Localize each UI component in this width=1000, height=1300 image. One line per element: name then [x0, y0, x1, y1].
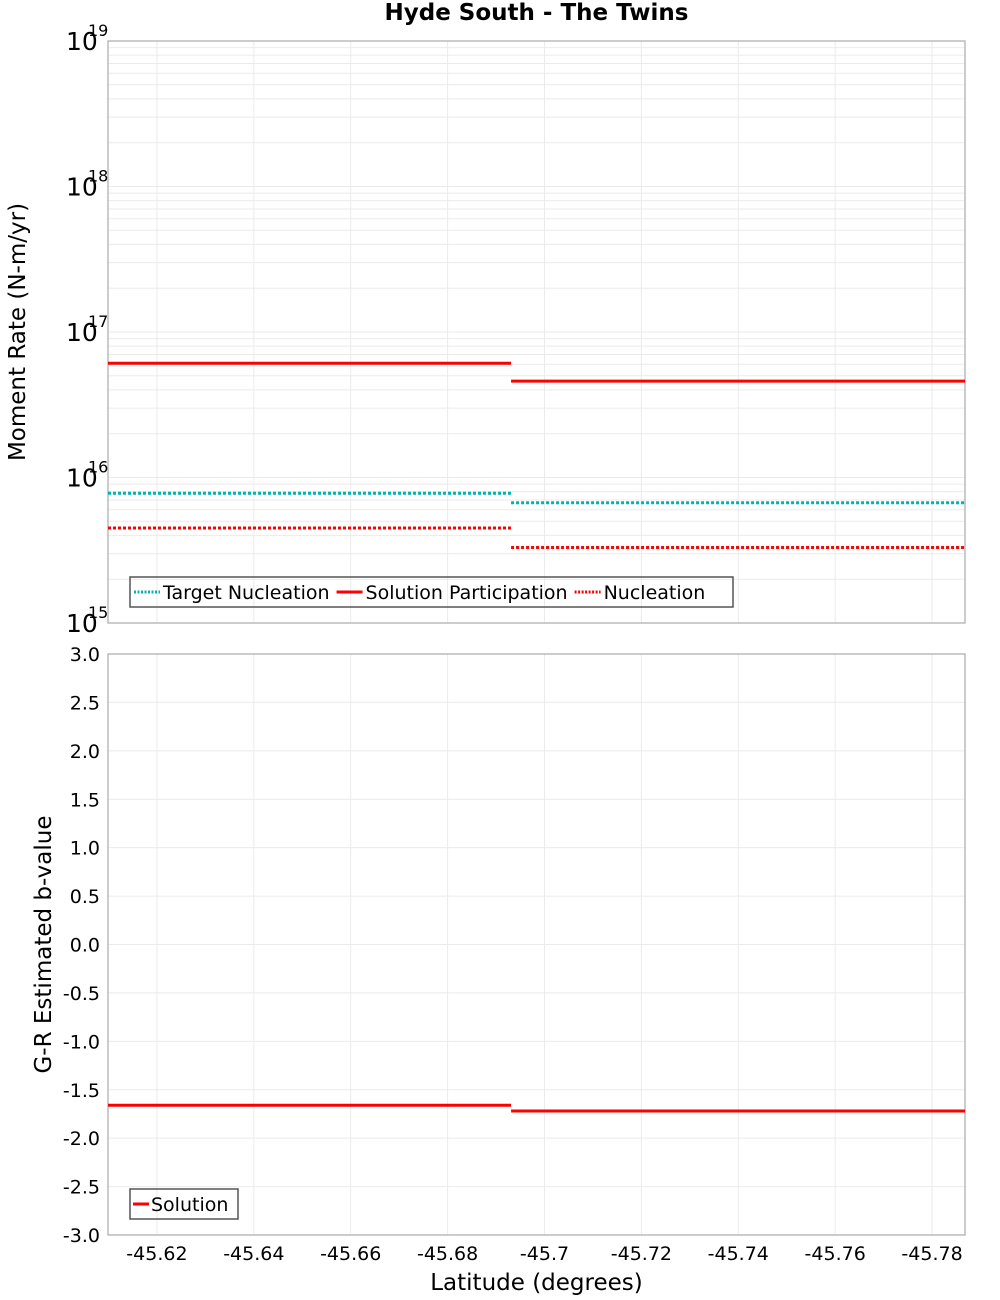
legend-box — [129, 1188, 239, 1220]
x-tick-label: -45.68 — [417, 1243, 478, 1265]
y-tick-label: 0.5 — [70, 886, 100, 908]
chart-title: Hyde South - The Twins — [384, 0, 689, 26]
y-tick-label: -0.5 — [63, 983, 100, 1005]
y-axis-label: Moment Rate (N-m/yr) — [5, 203, 31, 461]
y-axis-label: G-R Estimated b-value — [31, 815, 57, 1073]
svg-text:10: 10 — [66, 27, 98, 56]
svg-text:17: 17 — [88, 312, 108, 331]
legend-label: Nucleation — [604, 582, 706, 604]
x-tick-label: -45.78 — [901, 1243, 962, 1265]
svg-text:19: 19 — [88, 21, 108, 40]
legend-label: Solution Participation — [366, 582, 568, 604]
x-tick-label: -45.7 — [520, 1243, 569, 1265]
x-tick-label: -45.72 — [611, 1243, 672, 1265]
legend-label: Solution — [151, 1194, 228, 1216]
svg-text:10: 10 — [66, 318, 98, 347]
svg-text:15: 15 — [88, 603, 108, 622]
y-tick-label: 2.5 — [70, 692, 100, 714]
x-tick-label: -45.66 — [320, 1243, 381, 1265]
series-solution-participation — [108, 361, 965, 383]
y-tick-label: -1.5 — [63, 1080, 100, 1102]
y-tick-label: -2.0 — [63, 1128, 100, 1150]
series-nucleation — [108, 526, 965, 550]
y-tick-label: 3.0 — [70, 644, 100, 666]
legend-moment-rate: Target Nucleation Solution Participation N… — [129, 576, 734, 608]
x-axis-label: Latitude (degrees) — [430, 1270, 643, 1296]
plot-border — [107, 653, 966, 1236]
y-tick-label: 1.5 — [70, 789, 100, 811]
y-tick-label: 0.0 — [70, 935, 100, 957]
x-tick-label: -45.76 — [805, 1243, 866, 1265]
legend-box — [129, 576, 734, 608]
y-tick-label: -3.0 — [63, 1225, 100, 1247]
x-tick-label: -45.64 — [223, 1243, 284, 1265]
y-tick-label: -1.0 — [63, 1031, 100, 1053]
y-tick-label: -2.5 — [63, 1177, 100, 1199]
y-tick-label: 2.0 — [70, 741, 100, 763]
x-tick-label: -45.62 — [126, 1243, 187, 1265]
series-solution — [108, 1103, 965, 1113]
legend-label: Target Nucleation — [162, 582, 330, 604]
series-target-nucleation — [108, 491, 965, 505]
svg-text:10: 10 — [66, 173, 98, 202]
svg-text:10: 10 — [66, 464, 98, 493]
x-tick-label: -45.74 — [708, 1243, 769, 1265]
plot-border — [107, 40, 966, 624]
b-value-plot: 3.0 2.5 2.0 1.5 1.0 0.5 0.0 -0.5 -1.0 -1.5 -2.0 -2.… — [31, 644, 966, 1296]
svg-text:10: 10 — [66, 609, 98, 638]
svg-text:16: 16 — [88, 458, 108, 477]
y-tick-label: 1.0 — [70, 838, 100, 860]
svg-text:18: 18 — [88, 167, 108, 186]
legend-b-value: Solution — [129, 1188, 239, 1220]
